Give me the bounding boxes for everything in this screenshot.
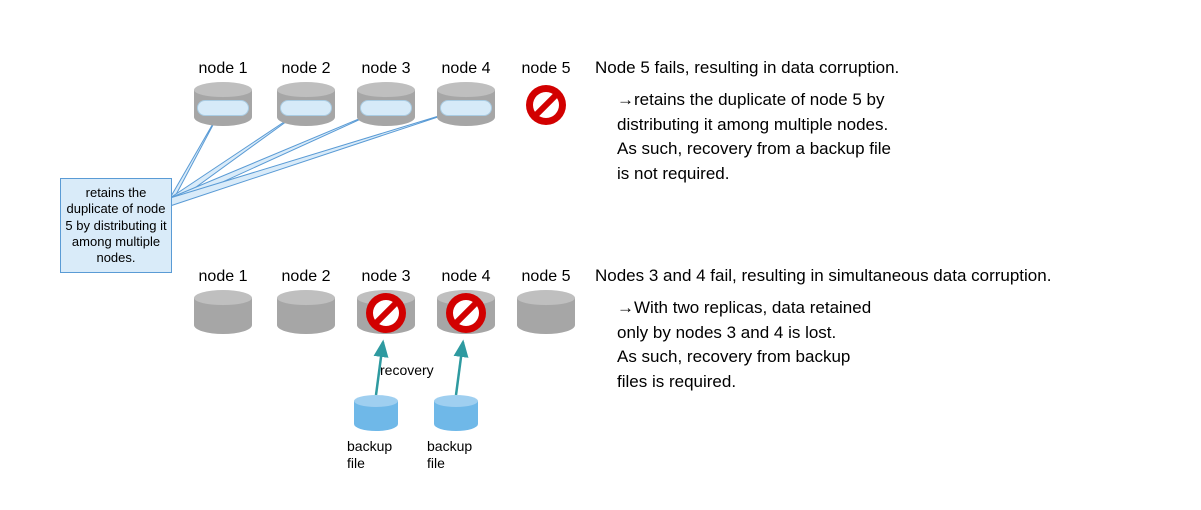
- backup-cylinder: [354, 395, 398, 433]
- node-label: node 2: [271, 60, 341, 78]
- node-label: node 1: [188, 268, 258, 286]
- database-cylinder: [194, 290, 252, 336]
- database-cylinder: [277, 82, 335, 128]
- node-label: node 4: [431, 60, 501, 78]
- database-cylinder: [194, 82, 252, 128]
- row1-body: →retains the duplicate of node 5 by dist…: [617, 88, 891, 187]
- node-label: node 3: [351, 60, 421, 78]
- node-label: node 1: [188, 60, 258, 78]
- recovery-label: recovery: [380, 362, 434, 379]
- prohibit-icon: [364, 291, 408, 335]
- backup-file-label: backup file: [427, 438, 472, 472]
- backup-cylinder: [434, 395, 478, 433]
- database-cylinder: [517, 290, 575, 336]
- backup-file-label: backup file: [347, 438, 392, 472]
- node-label: node 5: [511, 60, 581, 78]
- row1-heading: Node 5 fails, resulting in data corrupti…: [595, 58, 899, 78]
- callout-text: retains the duplicate of node 5 by distr…: [65, 185, 166, 265]
- row2-heading: Nodes 3 and 4 fail, resulting in simulta…: [595, 266, 1051, 286]
- node-label: node 2: [271, 268, 341, 286]
- database-cylinder: [277, 290, 335, 336]
- row2-body: →With two replicas, data retained only b…: [617, 296, 871, 395]
- node-label: node 4: [431, 268, 501, 286]
- node-label: node 3: [351, 268, 421, 286]
- database-cylinder: [437, 82, 495, 128]
- node-label: node 5: [511, 268, 581, 286]
- prohibit-icon: [444, 291, 488, 335]
- callout-box: retains the duplicate of node 5 by distr…: [60, 178, 172, 273]
- prohibit-icon: [524, 83, 568, 127]
- database-cylinder: [357, 82, 415, 128]
